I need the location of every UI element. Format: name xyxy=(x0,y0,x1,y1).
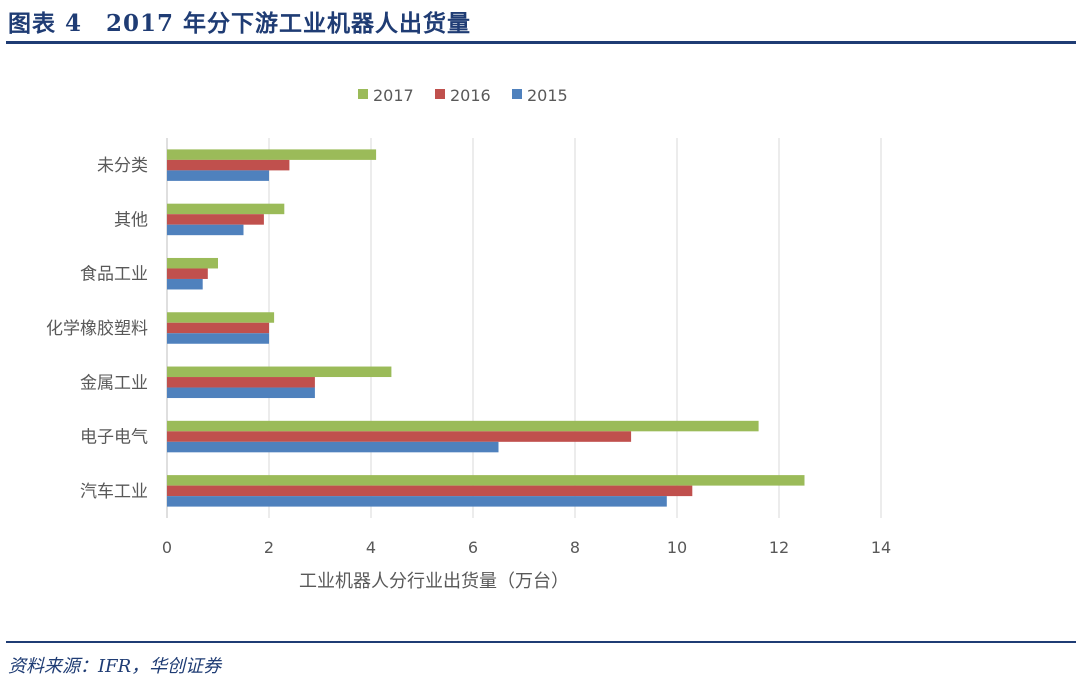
x-tick-label: 12 xyxy=(769,538,789,557)
bar-2015 xyxy=(167,170,269,181)
title-rule xyxy=(6,41,1076,44)
x-tick-label: 10 xyxy=(667,538,687,557)
bar-2015 xyxy=(167,333,269,344)
bar-2017 xyxy=(167,312,275,323)
bar-2017 xyxy=(167,420,759,432)
category-label: 电子电气 xyxy=(80,428,148,448)
legend-swatch-2015 xyxy=(512,89,522,99)
bar-2016 xyxy=(167,485,693,497)
bar-2016 xyxy=(167,322,269,334)
bar-2016 xyxy=(167,377,315,388)
category-label: 金属工业 xyxy=(80,373,148,393)
bar-2016 xyxy=(167,214,264,225)
bar-2017 xyxy=(167,475,805,486)
x-tick-label: 0 xyxy=(162,538,172,557)
bar-2016 xyxy=(167,431,632,442)
x-tick-label: 6 xyxy=(468,538,478,557)
bar-2017 xyxy=(167,203,285,215)
legend-swatch-2017 xyxy=(358,89,368,99)
source-note: 资料来源：IFR，华创证券 xyxy=(8,656,222,677)
bar-2015 xyxy=(167,441,499,453)
x-axis-label: 工业机器人分行业出货量（万台） xyxy=(299,571,569,592)
legend-label: 2017 xyxy=(373,86,414,105)
bar-2016 xyxy=(167,268,208,279)
category-label: 其他 xyxy=(114,210,148,230)
bar-2015 xyxy=(167,496,667,507)
x-tick-label: 4 xyxy=(366,538,376,557)
category-label: 化学橡胶塑料 xyxy=(46,319,148,339)
x-tick-label: 14 xyxy=(871,538,891,557)
bar-2017 xyxy=(167,366,392,378)
category-label: 汽车工业 xyxy=(80,482,148,502)
legend-label: 2015 xyxy=(527,86,568,105)
legend-label: 2016 xyxy=(450,86,491,105)
category-label: 未分类 xyxy=(97,156,148,176)
footer-rule xyxy=(6,641,1076,643)
bar-2015 xyxy=(167,387,315,399)
bar-2017 xyxy=(167,149,377,160)
bar-2015 xyxy=(167,224,244,236)
legend-swatch-2016 xyxy=(435,89,445,99)
bar-2015 xyxy=(167,278,203,290)
bar-2016 xyxy=(167,159,290,171)
x-tick-label: 8 xyxy=(570,538,580,557)
category-label: 食品工业 xyxy=(80,265,148,285)
bar-2017 xyxy=(167,257,218,269)
x-tick-label: 2 xyxy=(264,538,274,557)
figure-title: 图表 4 2017 年分下游工业机器人出货量 xyxy=(8,10,472,37)
